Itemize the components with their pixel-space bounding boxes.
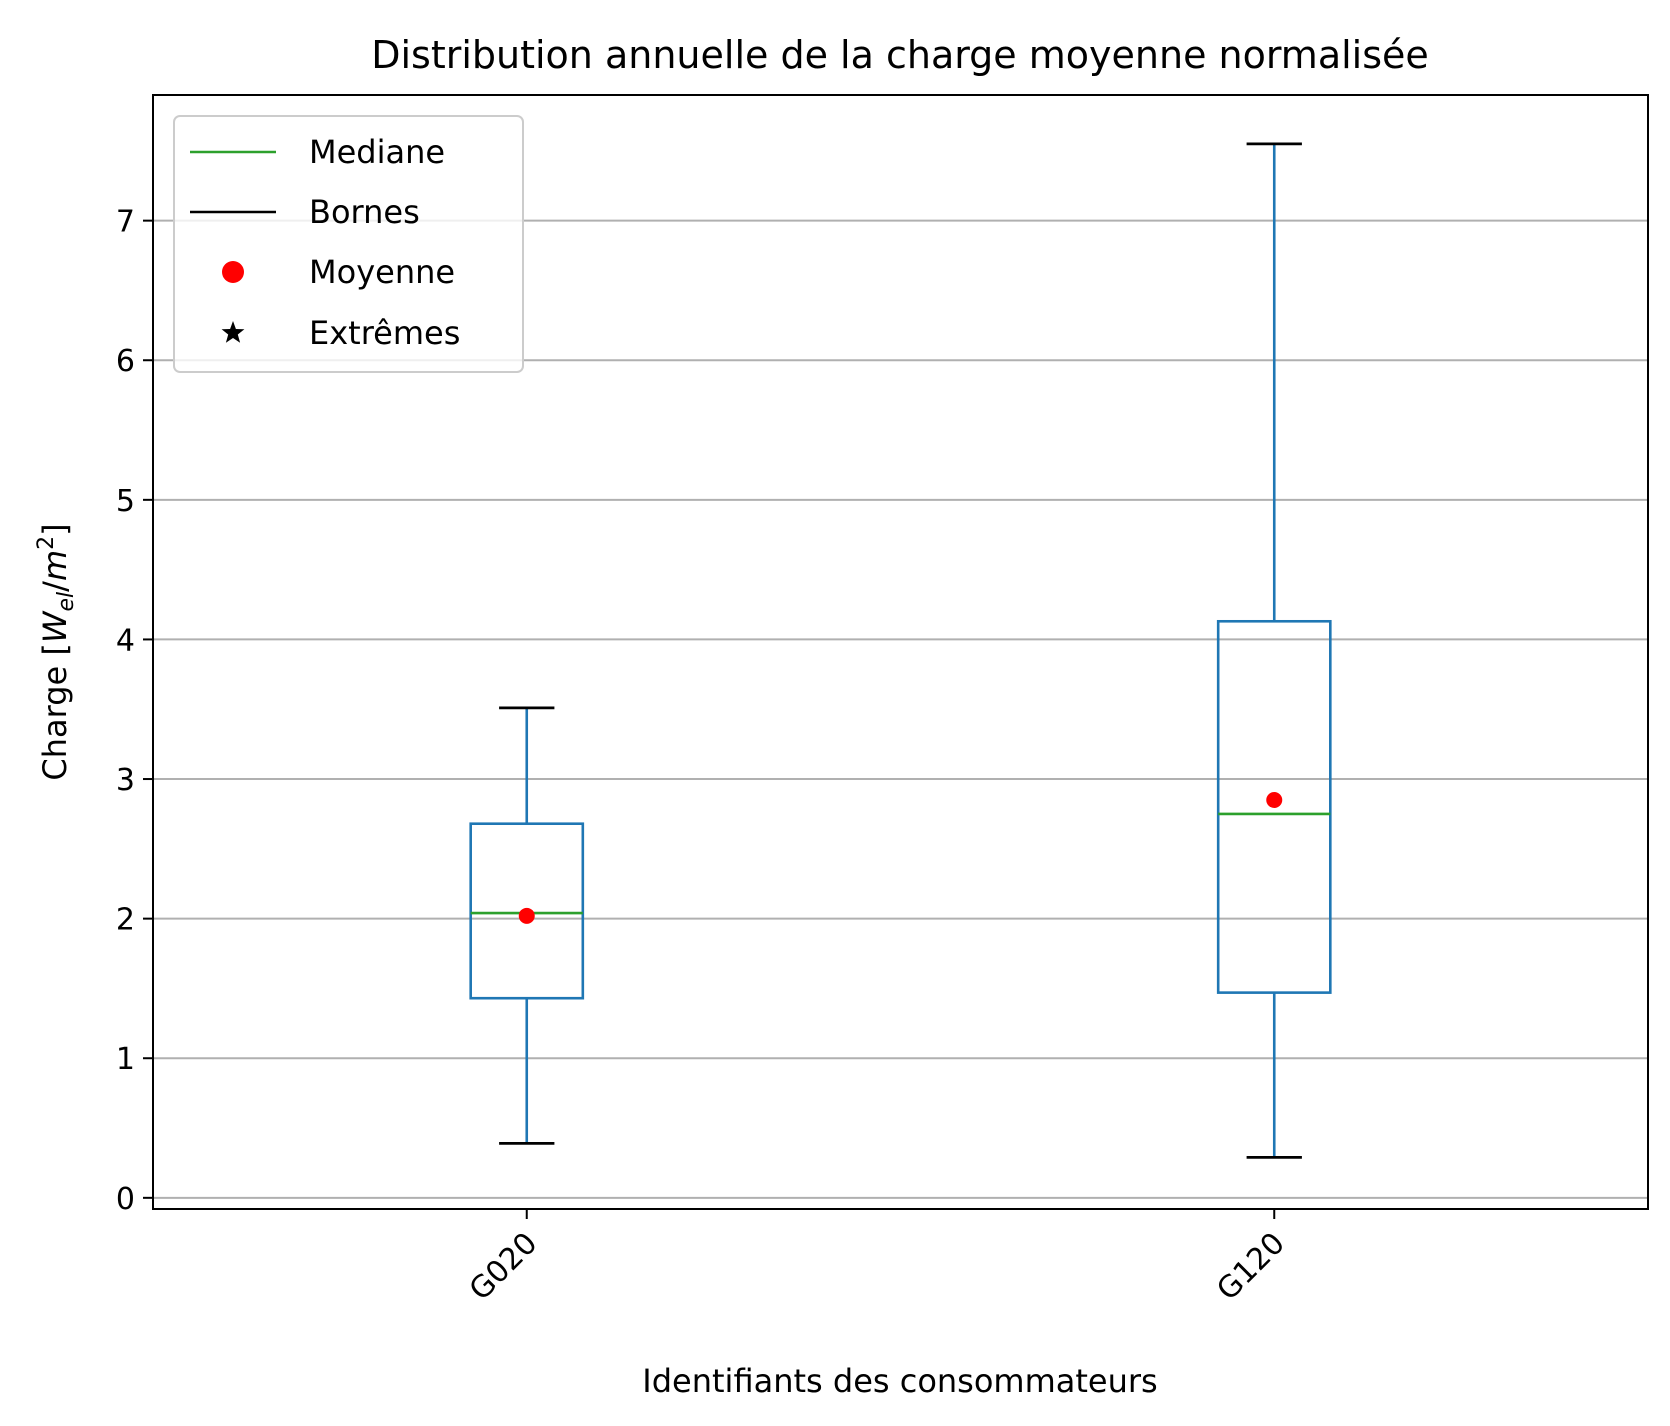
legend-frame — [173, 115, 524, 373]
y-tick-label: 4 — [116, 623, 135, 658]
chart-title: Distribution annuelle de la charge moyen… — [371, 33, 1429, 77]
y-axis-label-superscript: 2 — [34, 536, 59, 550]
x-tick-label: G120 — [1210, 1226, 1292, 1308]
y-axis-label-suffix: ] — [36, 523, 74, 535]
legend-star-icon — [221, 321, 245, 343]
y-axis-label-prefix: Charge [ — [36, 643, 74, 780]
x-tick-label: G020 — [463, 1226, 545, 1308]
y-axis-label-subscript: el — [54, 592, 79, 612]
y-axis-label-unit: m — [36, 550, 74, 581]
y-tick-label: 7 — [116, 205, 135, 240]
y-axis-label-symbol: W — [36, 610, 74, 643]
legend-label-extremes: Extrêmes — [309, 314, 460, 352]
y-tick-label: 6 — [116, 344, 135, 379]
y-axis: 0 1 2 3 4 5 6 7 — [116, 205, 153, 1217]
mean-point — [518, 907, 535, 924]
x-axis-label: Identifiants des consommateurs — [642, 1362, 1157, 1400]
box-iqr — [469, 822, 585, 1000]
mean-point — [1266, 791, 1283, 808]
y-axis-label: Charge [Wel/m2] — [34, 523, 79, 780]
y-axis-label-slash: / — [36, 581, 74, 592]
plot-area-frame — [152, 94, 1649, 1210]
y-tick-label: 5 — [116, 484, 135, 519]
y-tick-label: 0 — [116, 1182, 135, 1217]
box-layer — [469, 142, 1332, 1159]
legend-label-moyenne: Moyenne — [309, 253, 455, 291]
legend-mean-dot-icon — [222, 261, 244, 283]
y-tick-label: 3 — [116, 763, 135, 798]
y-tick-label: 1 — [116, 1042, 135, 1077]
legend-label-bornes: Bornes — [309, 193, 420, 231]
legend-label-median: Mediane — [309, 133, 445, 171]
legend: Mediane Bornes Moyenne Extrêmes — [173, 115, 524, 373]
box-iqr — [1216, 619, 1332, 994]
x-axis: G020 G120 — [463, 1209, 1292, 1308]
y-tick-label: 2 — [116, 903, 135, 938]
